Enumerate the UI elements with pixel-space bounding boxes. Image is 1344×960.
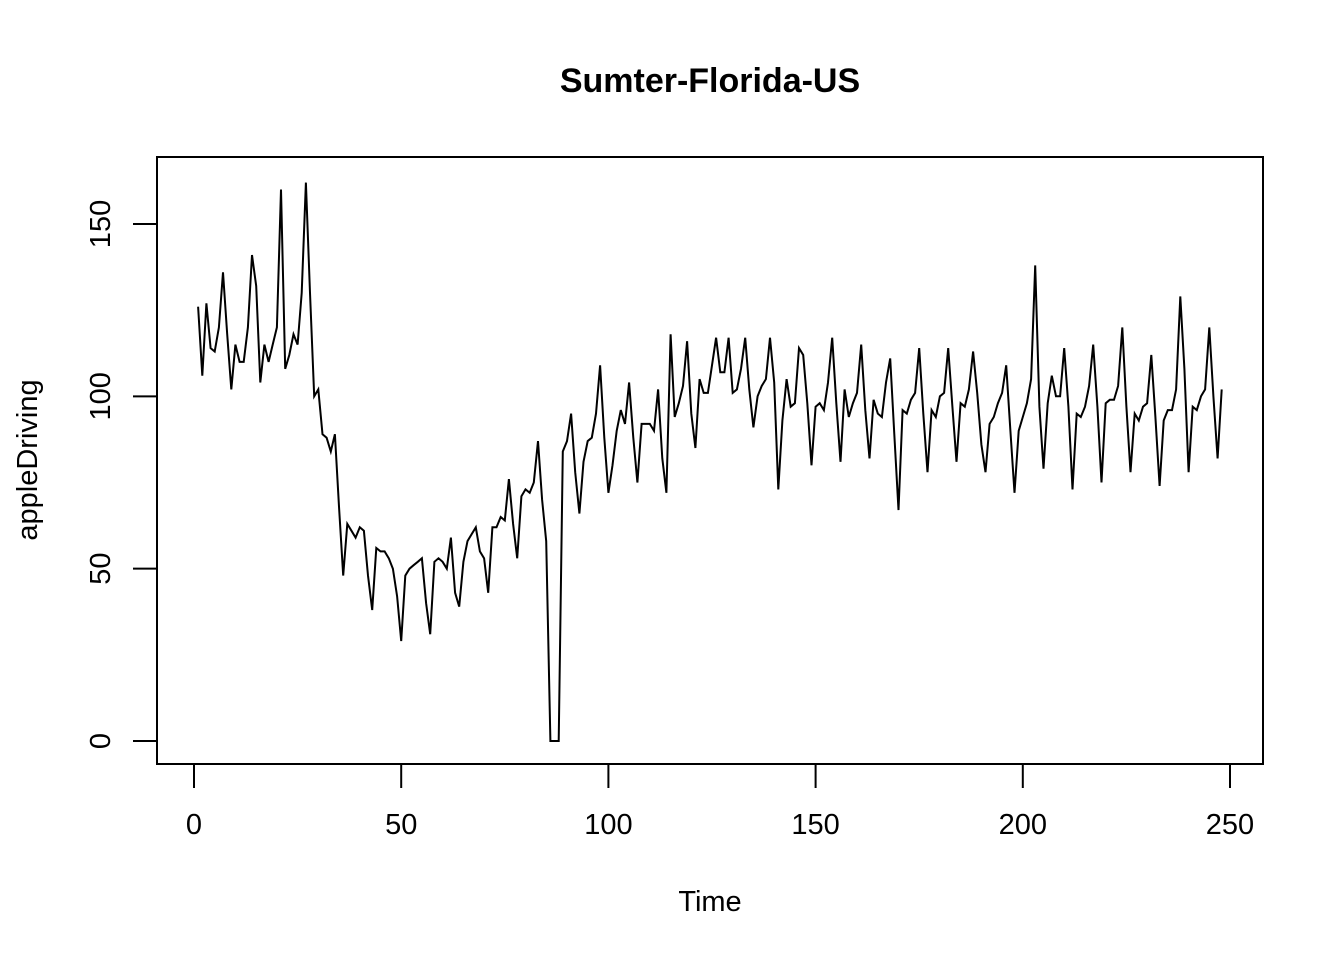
- series-line: [197, 182, 1223, 742]
- x-axis: 0 50 100 150 200 250: [186, 763, 1254, 841]
- plot-frame: [156, 156, 1264, 765]
- x-tick-label: 100: [584, 809, 632, 841]
- x-tick-label: 0: [186, 809, 202, 841]
- x-tick-label: 250: [1206, 809, 1254, 841]
- chart-title: Sumter-Florida-US: [560, 62, 860, 100]
- y-axis: 0 50 100 150: [85, 200, 158, 749]
- y-tick-label: 0: [85, 733, 117, 749]
- x-tick-label: 200: [999, 809, 1047, 841]
- y-axis-label: appleDriving: [12, 379, 44, 540]
- x-tick-label: 50: [385, 809, 417, 841]
- x-axis-label: Time: [678, 886, 741, 918]
- y-tick-label: 100: [85, 372, 117, 420]
- y-tick-label: 150: [85, 200, 117, 248]
- x-tick-label: 150: [791, 809, 839, 841]
- y-tick-label: 50: [85, 553, 117, 585]
